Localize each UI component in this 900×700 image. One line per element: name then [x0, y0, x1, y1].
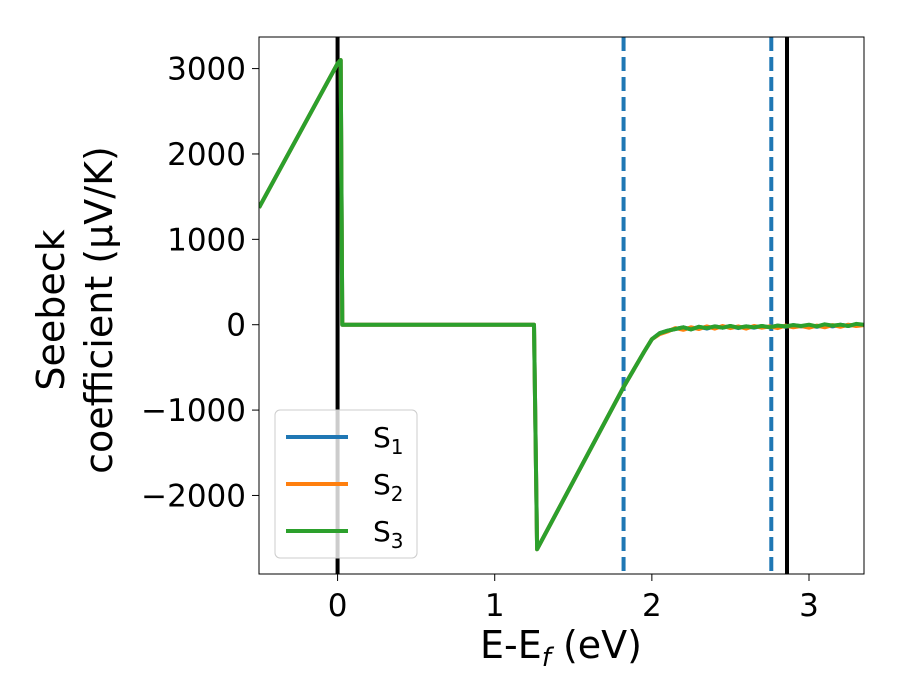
legend-label-2: S2 — [373, 468, 404, 506]
legend-label-1: S1 — [373, 421, 404, 459]
y-tick-label-4: 2000 — [167, 137, 246, 173]
data-series — [259, 58, 864, 552]
y-tick-label-1: −1000 — [141, 393, 246, 429]
legend-label-3: S3 — [373, 515, 404, 553]
y-tick-label-0: −2000 — [141, 478, 246, 514]
x-tick-label-2: 2 — [642, 588, 662, 624]
y-tick-label-5: 3000 — [167, 52, 246, 88]
legend: S1 S2 S3 — [274, 409, 418, 559]
series-line-3 — [259, 58, 864, 552]
x-tick-label-0: 0 — [328, 588, 348, 624]
plot-frame — [258, 36, 865, 575]
axis-ticks: 0 1 2 3 −2000 −1000 0 1000 2000 3000 — [141, 52, 819, 624]
x-tick-label-1: 1 — [485, 588, 505, 624]
y-tick-label-2: 0 — [226, 308, 246, 344]
y-axis-label-line2: coefficient (μV/K) — [77, 146, 121, 474]
y-tick-label-3: 1000 — [167, 222, 246, 258]
x-axis-label-unit: (eV) — [551, 623, 642, 667]
x-axis-label: E-Ef (eV) — [480, 623, 642, 673]
x-tick-label-3: 3 — [799, 588, 819, 624]
y-axis-label: Seebeck coefficient (μV/K) — [29, 146, 121, 474]
legend-entry-2: S2 — [286, 468, 404, 506]
legend-entry-1: S1 — [286, 421, 404, 459]
legend-entry-3: S3 — [286, 515, 404, 553]
y-axis-label-line1: Seebeck — [29, 229, 73, 390]
x-axis-label-main: E-E — [480, 623, 542, 667]
legend-entries: S1 S2 S3 — [286, 421, 404, 553]
